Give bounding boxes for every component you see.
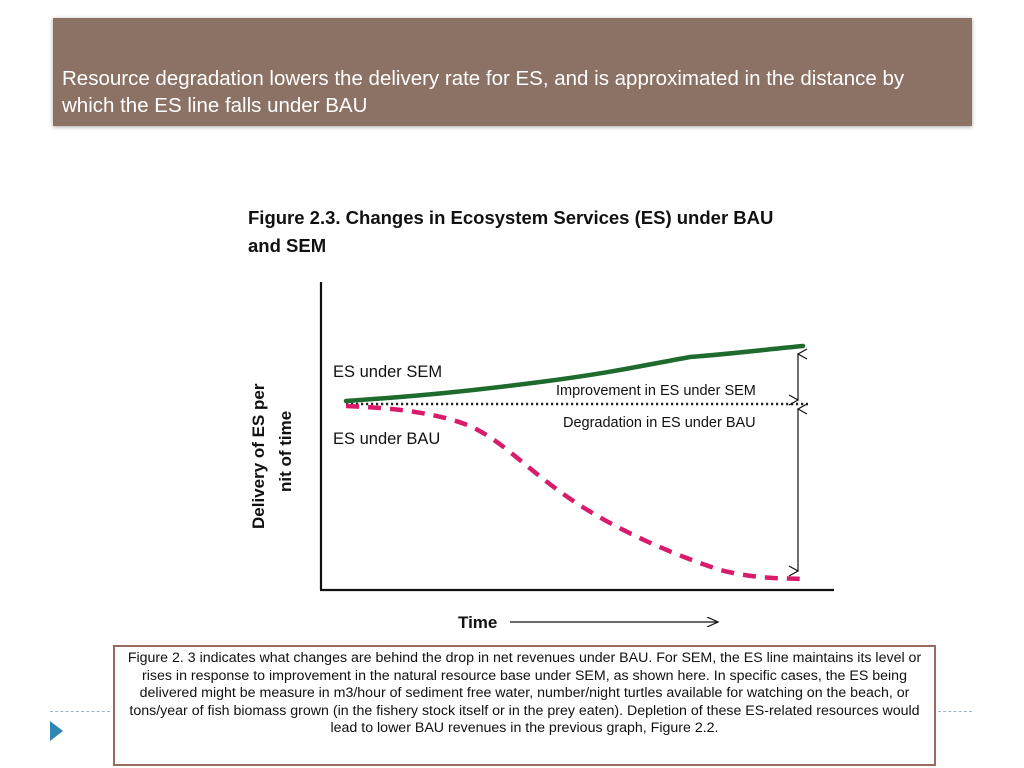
figure-title-line1: Figure 2.3. Changes in Ecosystem Service…: [248, 207, 773, 228]
degradation-label: Degradation in ES under BAU: [563, 415, 756, 431]
es-sem-line: [343, 343, 806, 404]
es-bau-line: [345, 403, 804, 582]
x-axis-label: Time: [458, 613, 497, 632]
figure-title-line2: and SEM: [248, 235, 326, 256]
bullet-arrow-icon: [50, 721, 63, 741]
decorative-divider-right: [938, 711, 972, 712]
caption-text: Figure 2. 3 indicates what changes are b…: [127, 650, 922, 736]
decorative-divider-left: [50, 711, 110, 712]
es-bau-label: ES under BAU: [333, 430, 440, 448]
y-axis-label-line1: Delivery of ES per: [249, 383, 268, 529]
y-axis-label-line2: nit of time: [276, 411, 295, 492]
improvement-label: Improvement in ES under SEM: [556, 383, 756, 399]
slide-title: Resource degradation lowers the delivery…: [62, 67, 905, 117]
es-sem-label: ES under SEM: [333, 363, 442, 381]
slide-title-bar: Resource degradation lowers the delivery…: [53, 18, 972, 126]
caption-box: Figure 2. 3 indicates what changes are b…: [113, 645, 936, 766]
